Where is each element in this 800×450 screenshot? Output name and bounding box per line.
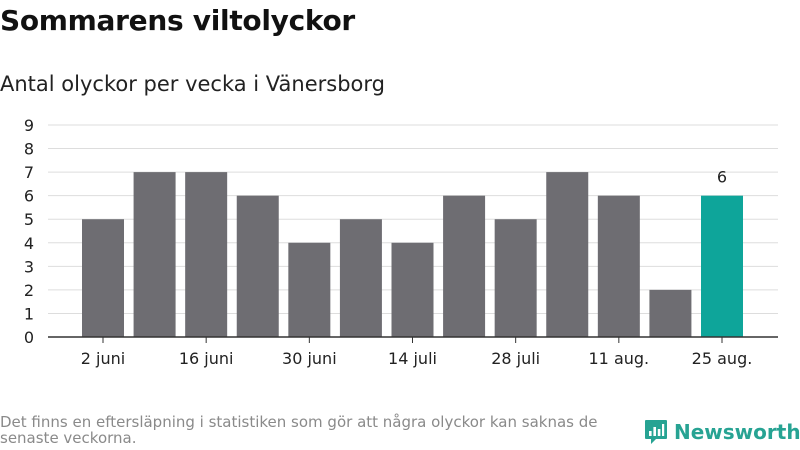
chart-title: Sommarens viltolyckor — [0, 4, 355, 37]
y-tick-label: 6 — [24, 187, 34, 206]
bars — [82, 172, 743, 337]
bar — [288, 242, 331, 337]
y-tick-label: 4 — [24, 234, 34, 253]
x-tick-label: 11 aug. — [589, 349, 650, 368]
y-tick-label: 3 — [24, 257, 34, 276]
bar — [597, 195, 640, 337]
bar-highlight — [701, 195, 743, 337]
x-tick-label: 30 juni — [282, 349, 337, 368]
bar — [236, 195, 279, 337]
y-tick-label: 7 — [24, 163, 34, 182]
data-label: 6 — [717, 168, 727, 187]
brand-logo[interactable]: Newsworthy — [644, 419, 800, 445]
x-axis: 2 juni 16 juni 30 juni 14 juli 28 juli 11 aug… — [48, 336, 778, 368]
data-labels: 6 — [717, 168, 727, 187]
x-tick-label: 28 juli — [491, 349, 540, 368]
y-tick-label: 8 — [24, 140, 34, 159]
x-tick-label: 25 aug. — [692, 349, 753, 368]
y-tick-label: 9 — [24, 116, 34, 135]
bar — [649, 289, 692, 337]
footnote: Det finns en eftersläpning i statistiken… — [0, 413, 598, 447]
bar — [82, 219, 124, 337]
y-tick-label: 0 — [24, 328, 34, 347]
bar — [133, 172, 176, 337]
bar — [339, 219, 382, 337]
x-tick-label: 16 juni — [179, 349, 234, 368]
bar — [546, 172, 589, 337]
x-tick-label: 2 juni — [81, 349, 125, 368]
chart-subtitle: Antal olyckor per vecka i Vänersborg — [0, 72, 385, 96]
y-axis: 0 1 2 3 4 5 6 7 8 9 — [24, 116, 34, 347]
newsworthy-logo-icon — [645, 420, 667, 444]
y-tick-label: 1 — [24, 304, 34, 323]
brand-name: Newsworthy — [674, 420, 800, 444]
y-tick-label: 2 — [24, 281, 34, 300]
bar-chart: 0 1 2 3 4 5 6 7 8 9 6 2 juni 16 juni 30 juni 14 juli… — [24, 116, 778, 368]
bar — [185, 172, 228, 337]
x-tick-label: 14 juli — [388, 349, 437, 368]
y-tick-label: 5 — [24, 210, 34, 229]
bar — [443, 195, 486, 337]
bar — [494, 219, 537, 337]
bar — [391, 242, 434, 337]
